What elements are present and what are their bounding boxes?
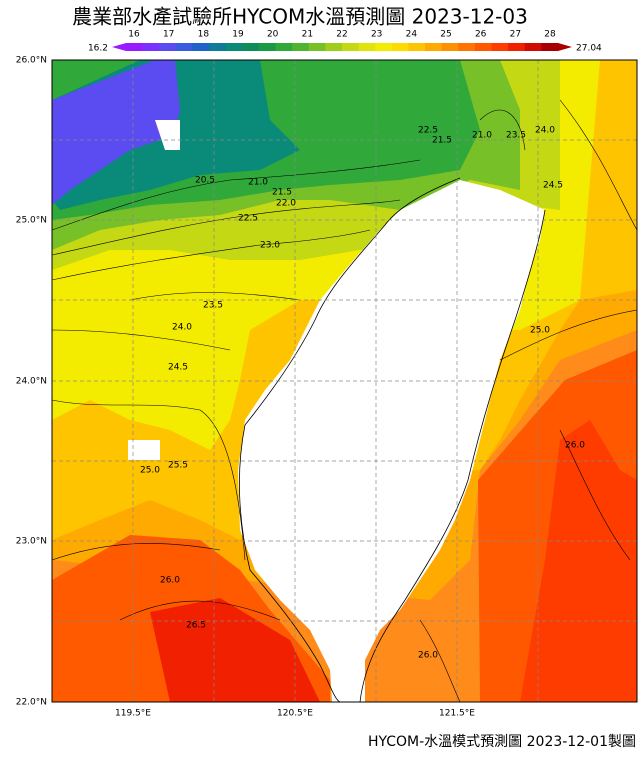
colorbar-tick-label: 27 bbox=[510, 30, 521, 40]
contour-label: 26.0 bbox=[418, 651, 438, 661]
contour-label: 21.0 bbox=[472, 131, 492, 141]
contour-label: 22.5 bbox=[418, 126, 438, 136]
contour-label: 24.0 bbox=[172, 323, 192, 333]
contour-label: 23.0 bbox=[260, 241, 280, 251]
lat-label: 22.0°N bbox=[16, 698, 47, 708]
colorbar-segment bbox=[325, 43, 343, 51]
colorbar-tick-label: 21 bbox=[302, 30, 313, 40]
contour-label: 22.5 bbox=[238, 214, 258, 224]
colorbar-segment bbox=[308, 43, 326, 51]
colorbar-tick-label: 24 bbox=[406, 30, 418, 40]
contour-label: 25.0 bbox=[530, 326, 550, 336]
contour-label: 25.5 bbox=[168, 461, 188, 471]
colorbar-min-arrow bbox=[112, 43, 126, 51]
lat-label: 26.0°N bbox=[16, 56, 47, 66]
axes: 26.0°N 25.0°N 24.0°N 23.0°N 22.0°N 119.5°E 120… bbox=[16, 56, 476, 719]
colorbar-tick-label: 18 bbox=[198, 30, 210, 40]
colorbar-segment bbox=[292, 43, 310, 51]
colorbar-segment bbox=[458, 43, 476, 51]
contour-label: 23.5 bbox=[506, 131, 526, 141]
colorbar-segment bbox=[391, 43, 409, 51]
colorbar-tick-label: 20 bbox=[267, 30, 279, 40]
colorbar-tick-label: 22 bbox=[336, 30, 347, 40]
colorbar-segment bbox=[441, 43, 459, 51]
colorbar-tick-label: 25 bbox=[440, 30, 451, 40]
colorbar-segment bbox=[192, 43, 210, 51]
contour-label: 23.5 bbox=[203, 301, 223, 311]
lon-label: 120.5°E bbox=[277, 709, 313, 719]
footer: HYCOM-水溫模式預測圖 2023-12-01製圖 bbox=[368, 734, 636, 750]
colorbar-segment bbox=[258, 43, 277, 51]
colorbar-segment bbox=[126, 43, 144, 51]
contour-label: 24.5 bbox=[168, 363, 188, 373]
colorbar-segment bbox=[175, 43, 193, 51]
colorbar-segment bbox=[142, 43, 160, 51]
colorbar-segment bbox=[491, 43, 509, 51]
contour-label: 20.5 bbox=[195, 176, 215, 186]
map: 20.5 21.021.522.022.523.023.524.024.525.0… bbox=[52, 60, 637, 702]
contour-label: 22.0 bbox=[276, 199, 296, 209]
colorbar-segment bbox=[425, 43, 443, 51]
colorbar-segment bbox=[358, 43, 376, 51]
colorbar-segment bbox=[524, 43, 542, 51]
colorbar-tick-label: 26 bbox=[475, 30, 487, 40]
lon-label: 119.5°E bbox=[115, 709, 151, 719]
colorbar-tick-label: 17 bbox=[163, 30, 174, 40]
colorbar-segment bbox=[275, 43, 293, 51]
colorbar-tick-label: 23 bbox=[371, 30, 382, 40]
colorbar-segment bbox=[541, 43, 559, 51]
colorbar-tick-label: 19 bbox=[232, 30, 244, 40]
colorbar-segment bbox=[474, 43, 493, 51]
colorbar-segment bbox=[159, 43, 177, 51]
colorbar-max-arrow bbox=[558, 43, 572, 51]
contour-label: 26.5 bbox=[186, 621, 206, 631]
colorbar-min-label: 16.2 bbox=[88, 44, 108, 54]
lat-label: 24.0°N bbox=[16, 377, 47, 387]
contour-label: 26.0 bbox=[565, 441, 585, 451]
colorbar-segment bbox=[225, 43, 243, 51]
colorbar-tick-label: 28 bbox=[544, 30, 556, 40]
contour-label: 21.5 bbox=[272, 188, 292, 198]
colorbar-segment bbox=[375, 43, 393, 51]
contour-label: 21.5 bbox=[432, 136, 452, 146]
lon-label: 121.5°E bbox=[439, 709, 475, 719]
colorbar: 16.2 27.04 16 17 18 19 20 21 22 23 24 25 26 27 28 bbox=[88, 30, 602, 54]
contour-label: 25.0 bbox=[140, 466, 160, 476]
lat-label: 23.0°N bbox=[16, 537, 47, 547]
contour-label: 26.0 bbox=[160, 576, 180, 586]
colorbar-segment bbox=[242, 43, 260, 51]
lat-label: 25.0°N bbox=[16, 216, 47, 226]
contour-label: 24.5 bbox=[543, 181, 563, 191]
colorbar-max-label: 27.04 bbox=[576, 44, 602, 54]
contour-label: 24.0 bbox=[535, 126, 555, 136]
colorbar-segment bbox=[508, 43, 526, 51]
colorbar-segment bbox=[209, 43, 227, 51]
colorbar-segment bbox=[408, 43, 426, 51]
contour-label: 21.0 bbox=[248, 178, 268, 188]
title: 農業部水產試驗所HYCOM水溫預測圖 2023-12-03 bbox=[72, 5, 528, 29]
colorbar-tick-label: 16 bbox=[128, 30, 140, 40]
colorbar-segment bbox=[342, 43, 360, 51]
